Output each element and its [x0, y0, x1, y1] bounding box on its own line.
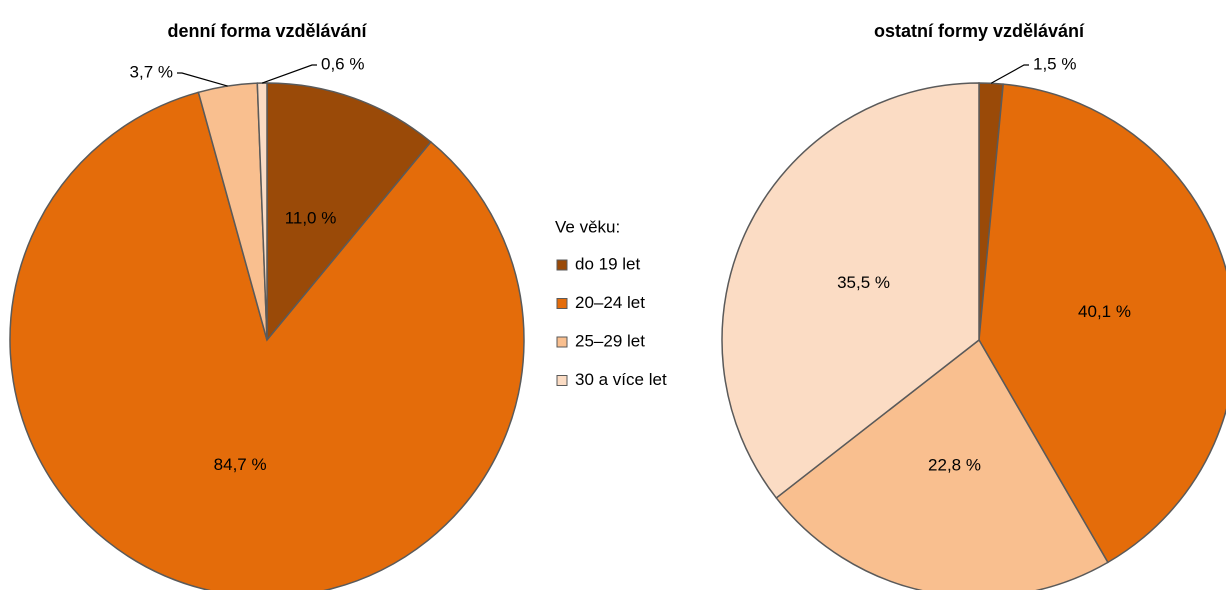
pie-slice [266, 82, 432, 343]
data-label: 0,6 % [321, 54, 364, 73]
chart-title: ostatní formy vzdělávání [874, 21, 1085, 41]
legend-label: 30 a více let [575, 370, 667, 389]
chart-title: denní forma vzdělávání [167, 21, 367, 41]
pie-slice [978, 83, 1226, 564]
data-label: 3,7 % [130, 62, 173, 81]
leader-line [990, 64, 1029, 84]
legend-label: 25–29 let [575, 331, 645, 350]
data-label: 84,7 % [214, 455, 267, 474]
pie-slice [721, 82, 980, 500]
data-label: 11,0 % [285, 209, 337, 228]
legend-label: 20–24 let [575, 293, 645, 312]
leader-line [177, 72, 228, 87]
data-label: 22,8 % [928, 456, 981, 475]
data-label: 1,5 % [1033, 54, 1076, 73]
data-label: 40,1 % [1078, 302, 1131, 321]
data-label: 35,5 % [837, 273, 890, 292]
legend-swatch [556, 259, 568, 271]
leader-line [261, 64, 317, 84]
legend-swatch [556, 336, 568, 348]
legend-swatch [556, 375, 568, 386]
legend-label: do 19 let [575, 254, 640, 273]
pie-slice [9, 91, 525, 590]
legend-swatch [556, 298, 568, 309]
pie-slice [775, 338, 1109, 590]
legend-title: Ve věku: [555, 217, 620, 236]
